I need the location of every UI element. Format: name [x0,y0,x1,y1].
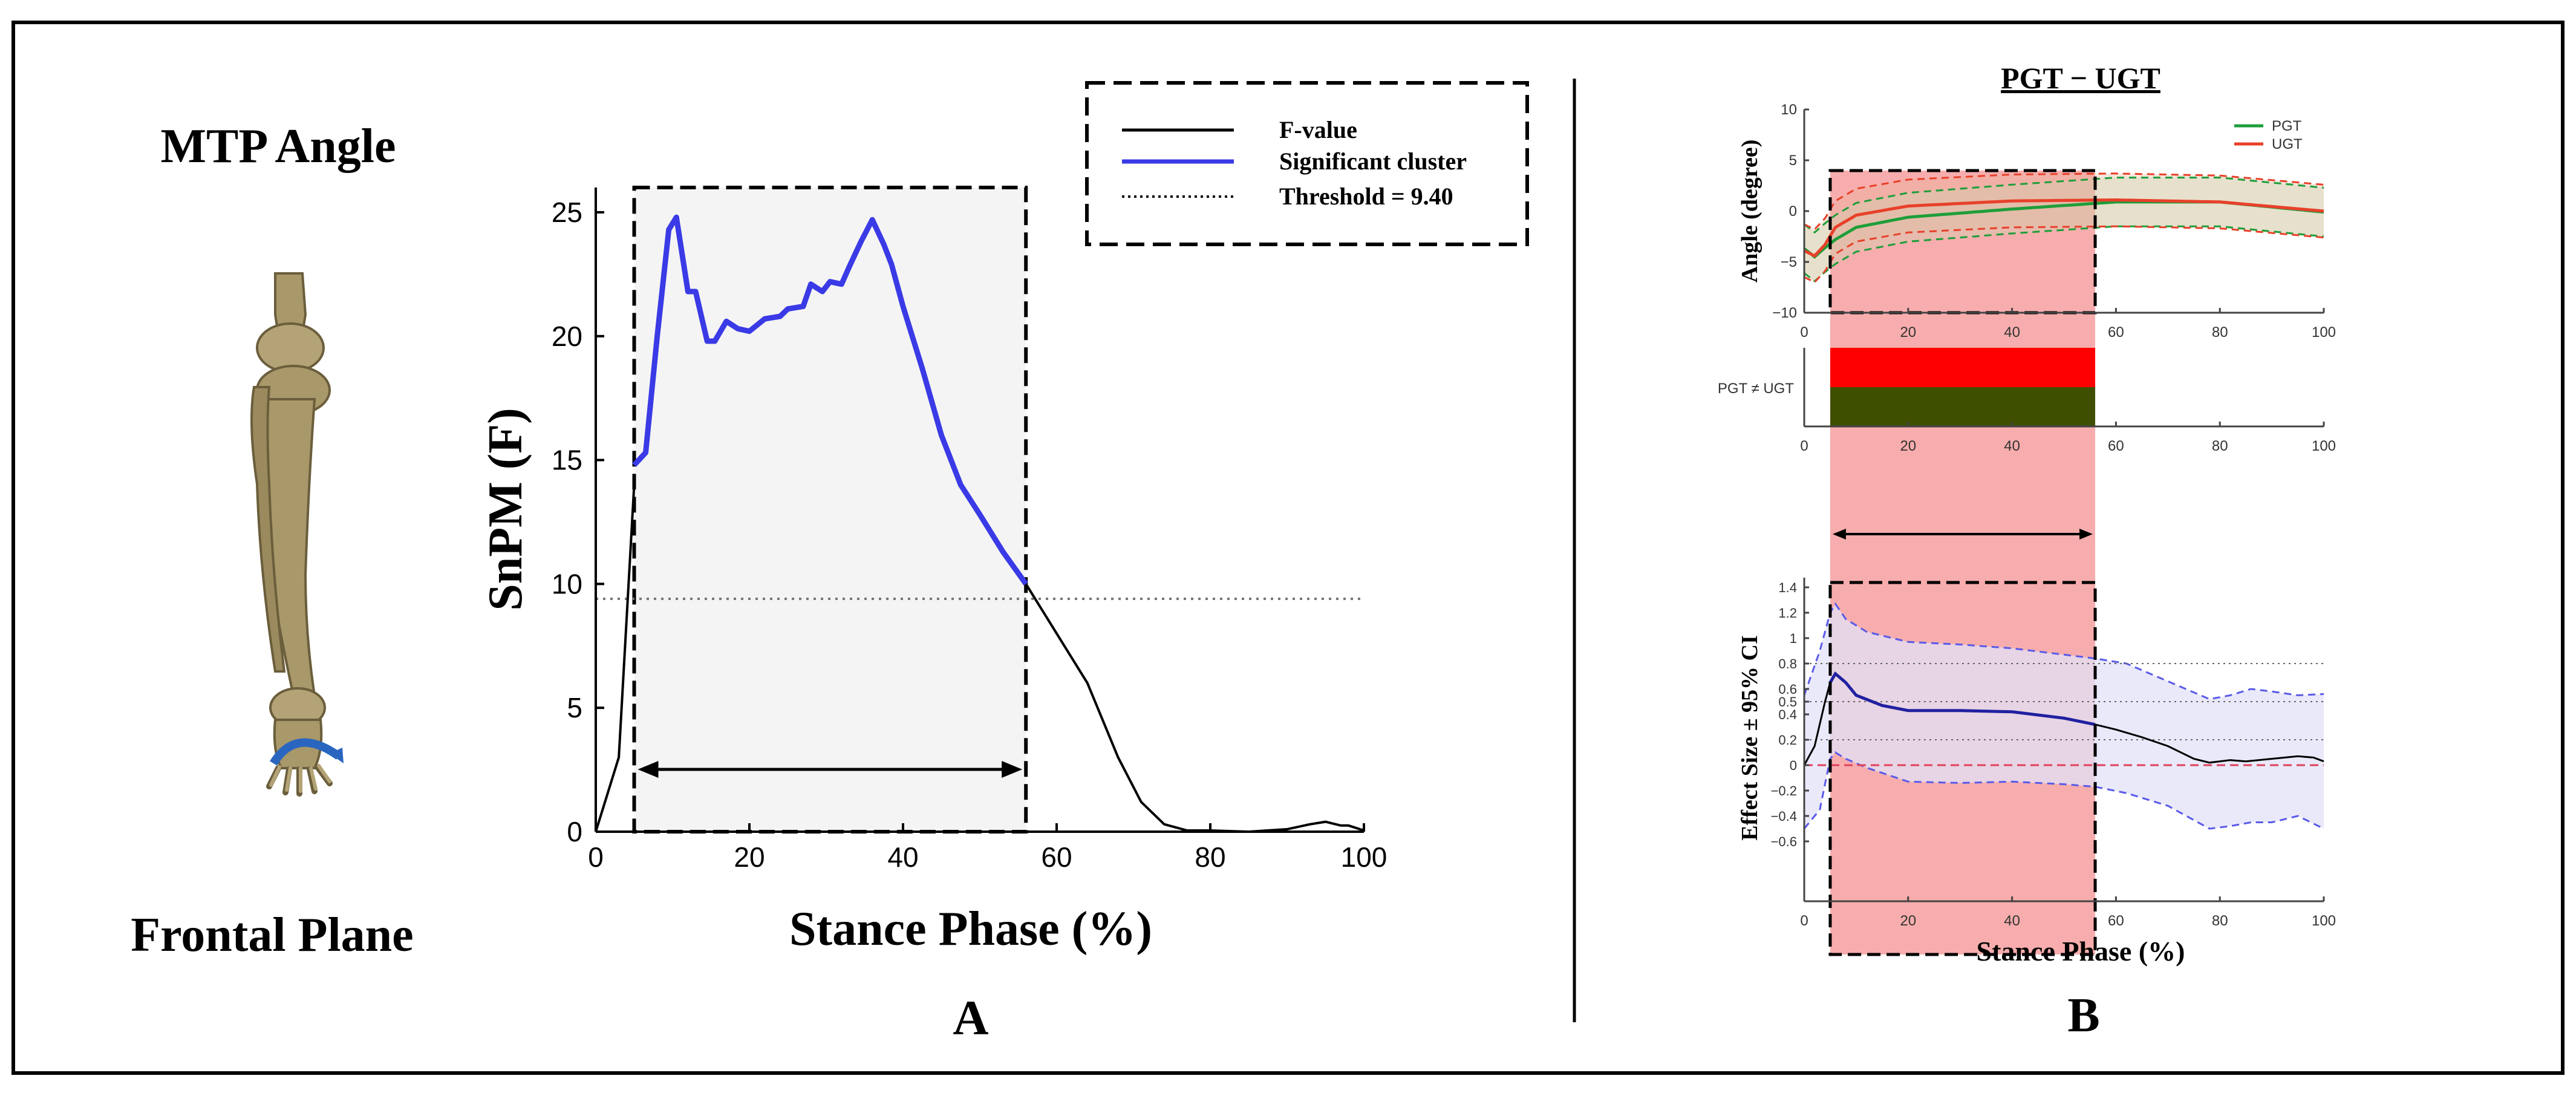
x-axis-title: Stance Phase (%) [789,902,1152,956]
ci-upper-line [1803,602,2324,700]
angle-x-tick-label-60: 60 [2108,324,2124,341]
cluster-bar-x-tick-label-80: 80 [2212,438,2228,454]
cluster-bar-red [1830,348,2096,387]
y-tick-label-20: 20 [552,321,582,352]
pgt-lower-line [1804,225,2324,282]
y-axis-title: SnPM (F) [479,408,532,611]
effect-x-tick-label-60: 60 [2108,913,2124,929]
angle-y-tick-label-0: 0 [1789,203,1797,220]
cluster-bar-olive [1830,387,2096,426]
f-value-line-start [595,485,636,832]
y-tick-label-5: 5 [567,692,582,723]
effect-sig-box [1828,581,2097,956]
pgt-upper-line [1804,177,2324,234]
effect-y-tick-label-0: 0 [1790,758,1797,773]
angle-y-tick-label--5: −5 [1781,254,1797,270]
effect-y-tick-label-0-4: 0.4 [1778,707,1797,722]
effect-line-end [2095,723,2324,764]
ugt-mean-line [1803,198,2324,258]
cluster-shade [634,188,1026,832]
x-tick-label-40: 40 [887,841,918,873]
y-tick-label-25: 25 [552,197,582,228]
effect-y-tick-label-0-6: 0.6 [1778,682,1797,697]
effect-y-tick-label--0-4: −0.4 [1771,809,1797,824]
angle-y-tick-label--10: −10 [1772,305,1797,321]
effect-x-tick-label-100: 100 [2312,913,2336,929]
effect-line-start [1803,682,1831,766]
legend-label-ugt: UGT [2272,136,2303,152]
range-arrow-left-icon [637,761,659,778]
angle-x-tick-label-80: 80 [2212,324,2228,341]
y-tick-label-10: 10 [552,568,582,599]
figure-border [11,21,2565,1075]
b-range-arrow-left-icon [1832,529,1846,540]
rotation-arrowhead-icon [330,748,344,763]
cluster-bar-x-tick-label-0: 0 [1800,438,1808,454]
significant-cluster-line [632,214,1028,586]
cluster-bar-x-tick-label-20: 20 [1900,438,1916,454]
ci-band [1804,604,2324,829]
cluster-bar-x-tick-label-40: 40 [2004,438,2020,454]
effect-y-axis-title: Effect Size ± 95% CI [1737,635,1762,841]
legend-label-threshold-9-40: Threshold = 9.40 [1279,183,1453,210]
f-value-line-end [1025,583,1365,834]
cluster-bar-x-tick-label-100: 100 [2312,438,2336,454]
legend-label-significant-cluster: Significant cluster [1279,148,1467,175]
significance-shade [1830,171,2096,954]
rotation-arrow-icon [270,738,342,766]
x-tick-label-100: 100 [1341,841,1387,873]
panel-b-label: B [2067,989,2099,1042]
snpm-legend: F-value Significant cluster Threshold = 9.… [1085,81,1529,246]
effect-x-tick-label-40: 40 [2004,913,2020,929]
effect-x-tick-label-0: 0 [1800,913,1808,929]
legend-label-pgt: PGT [2272,118,2302,134]
panel-b-title: PGT − UGT [2001,61,2160,95]
angle-x-tick-label-0: 0 [1800,324,1808,341]
y-tick-label-15: 15 [552,445,582,476]
leg-bone-illustration [250,272,333,797]
effect-x-tick-label-20: 20 [1900,913,1916,929]
effect-y-tick-label--0-2: −0.2 [1771,783,1797,798]
effect-y-tick-label-0-2: 0.2 [1778,732,1797,748]
effect-line-significant [1828,671,2096,726]
angle-legend: PGT UGT [2234,118,2303,152]
angle-x-tick-label-40: 40 [2004,324,2020,341]
cluster-bar-x-tick-label-60: 60 [2108,438,2124,454]
mtp-angle-title: MTP Angle [161,120,396,173]
panel-a-label: A [953,990,988,1045]
angle-x-tick-label-20: 20 [1900,324,1916,341]
snpm-chart: 0 20 40 60 80 100 0 5 10 15 20 25 Stance Phase (%) Sn… [479,81,1529,956]
x-tick-label-60: 60 [1041,841,1072,873]
angle-sig-box [1828,169,2097,315]
effect-x-tick-label-80: 80 [2212,913,2228,929]
y-tick-label-0: 0 [567,816,582,847]
effect-y-tick-label-1-4: 1.4 [1778,580,1797,595]
ci-lower-line [1803,751,2324,830]
x-tick-label-0: 0 [588,841,604,873]
frontal-plane-label: Frontal Plane [131,909,413,962]
effect-y-tick-label-0-8: 0.8 [1778,656,1797,671]
angle-x-tick-label-100: 100 [2312,324,2336,341]
ugt-upper-line [1804,172,2324,231]
angle-y-axis-title: Angle (degree) [1737,140,1762,283]
angle-y-tick-label-10: 10 [1781,102,1797,118]
effect-y-tick-label-1: 1 [1790,631,1797,646]
angle-y-tick-label-5: 5 [1789,152,1797,169]
b-range-arrow-right-icon [2079,529,2093,540]
ugt-lower-line [1804,225,2324,284]
range-arrow-right-icon [1002,761,1023,778]
x-tick-label-20: 20 [734,841,765,873]
effect-y-tick-label--0-6: −0.6 [1771,834,1797,849]
cluster-bar-y-label: PGT ≠ UGT [1718,380,1794,397]
effect-x-axis-title: Stance Phase (%) [1977,936,2185,967]
effect-y-tick-label-1-2: 1.2 [1778,605,1797,621]
legend-label-f-value: F-value [1279,116,1357,143]
effect-y-tick-label-0-5: 0.5 [1778,694,1797,710]
x-tick-label-80: 80 [1195,841,1225,873]
